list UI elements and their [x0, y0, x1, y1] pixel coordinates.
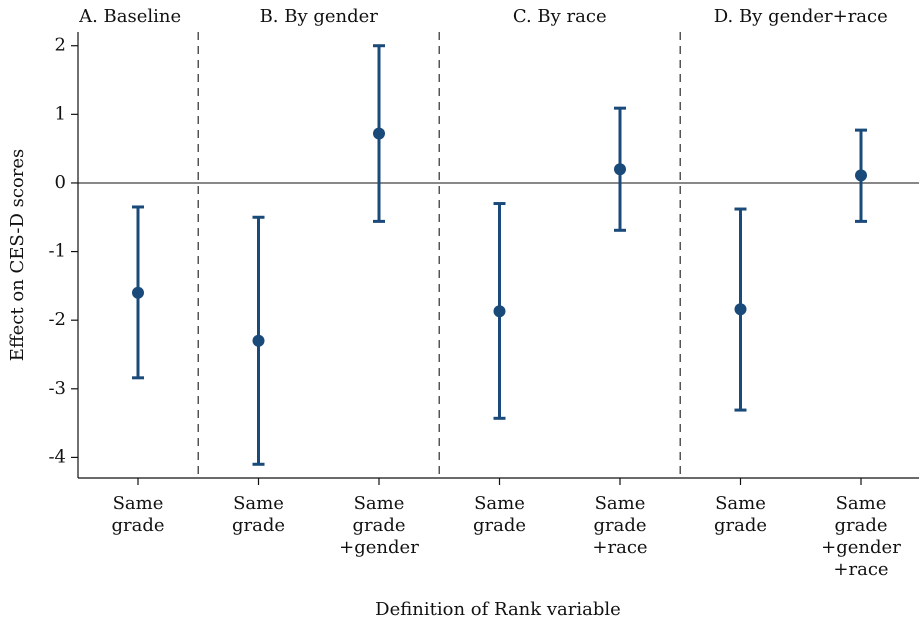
point — [252, 334, 265, 347]
point — [855, 169, 867, 182]
x-tick-label: grade — [473, 515, 526, 536]
x-tick-label: grade — [232, 515, 285, 536]
y-axis-label: Effect on CES-D scores — [7, 149, 28, 362]
x-tick-label: +race — [833, 559, 888, 580]
x-tick-label: grade — [714, 515, 767, 536]
y-tick-label: -3 — [48, 378, 66, 399]
point — [734, 303, 747, 316]
point — [373, 127, 385, 140]
x-tick-label: Same — [113, 493, 164, 514]
x-tick-label: Same — [836, 493, 887, 514]
x-tick-label: +gender — [821, 537, 901, 558]
x-axis-label: Definition of Rank variable — [375, 599, 621, 620]
x-tick-label: +gender — [339, 537, 419, 558]
point — [493, 305, 506, 318]
y-tick-label: -2 — [48, 309, 66, 330]
y-tick-label: 2 — [55, 35, 66, 56]
panel-title: C. By race — [513, 6, 607, 27]
panel-title: B. By gender — [260, 6, 379, 27]
x-tick-label: grade — [352, 515, 405, 536]
point — [132, 286, 144, 299]
y-tick-label: -1 — [48, 241, 66, 262]
y-tick-label: 1 — [55, 103, 66, 124]
y-tick-label: 0 — [55, 172, 66, 193]
x-tick-label: Same — [354, 493, 405, 514]
panel-title: D. By gender+race — [714, 6, 888, 27]
x-tick-label: Same — [595, 493, 646, 514]
x-tick-label: grade — [593, 515, 646, 536]
x-tick-label: grade — [111, 515, 164, 536]
x-tick-label: Same — [474, 493, 525, 514]
panel-title: A. Baseline — [78, 6, 181, 27]
x-tick-label: +race — [592, 537, 647, 558]
x-tick-label: Same — [715, 493, 766, 514]
point — [614, 163, 626, 176]
y-tick-label: -4 — [48, 446, 66, 467]
x-tick-label: Same — [233, 493, 284, 514]
x-tick-label: grade — [834, 515, 887, 536]
